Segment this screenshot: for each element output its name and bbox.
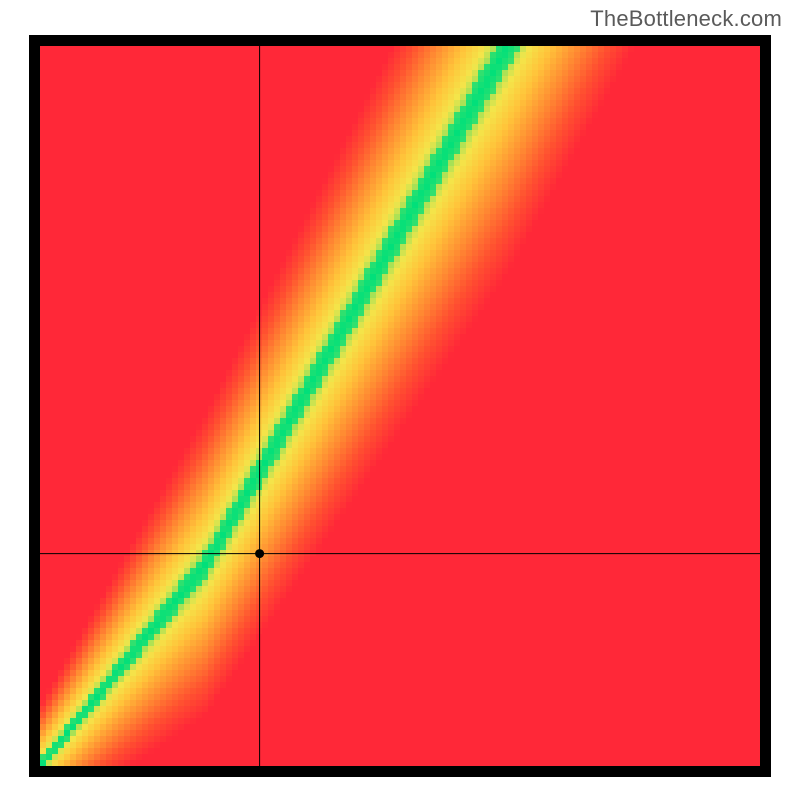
heatmap-canvas <box>40 46 760 766</box>
watermark-text: TheBottleneck.com <box>590 6 782 32</box>
heatmap-plot <box>40 46 760 766</box>
chart-frame <box>29 35 771 777</box>
